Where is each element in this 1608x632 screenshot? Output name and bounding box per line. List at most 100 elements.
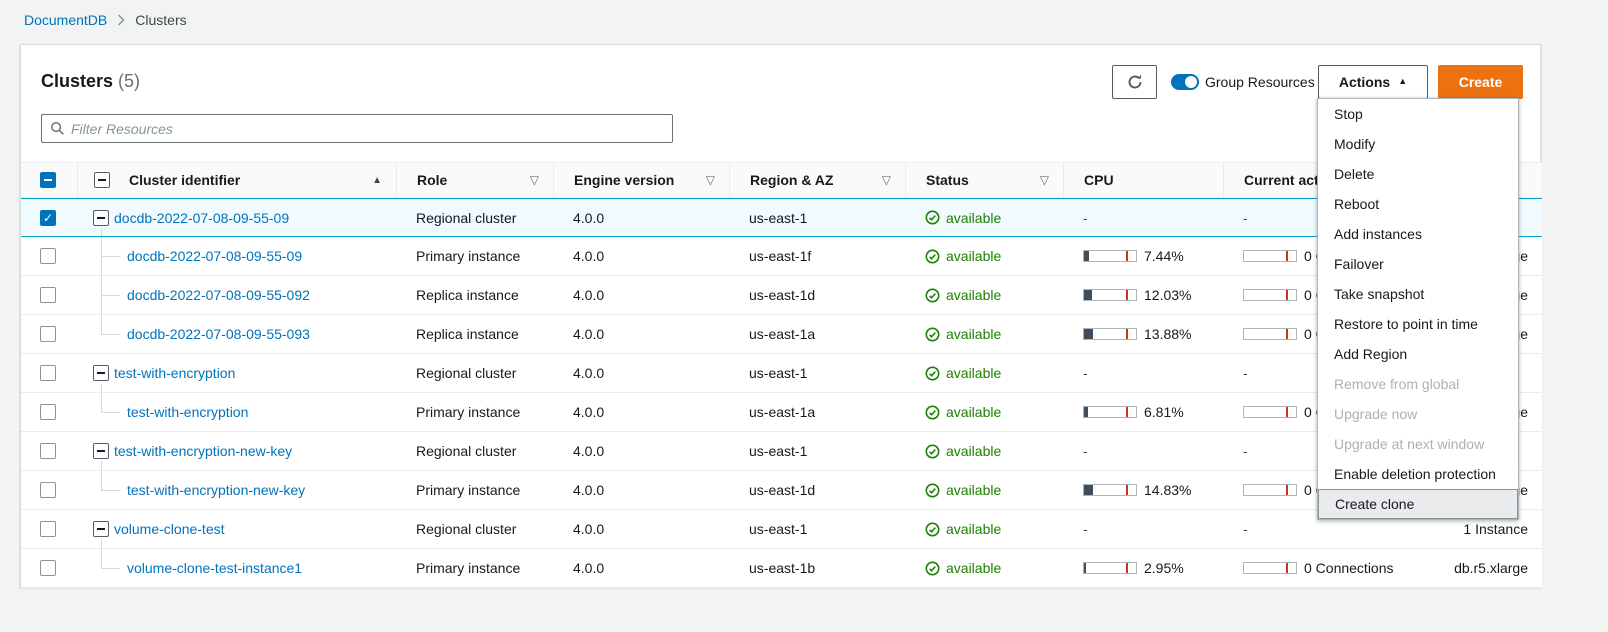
- collapse-all-icon[interactable]: [94, 172, 110, 188]
- table-row[interactable]: test-with-encryption Primary instance 4.0.…: [21, 393, 1542, 432]
- row-checkbox[interactable]: [40, 248, 56, 264]
- header-engine-version[interactable]: Engine version ▽: [553, 163, 729, 197]
- cluster-link[interactable]: test-with-encryption-new-key: [114, 443, 293, 459]
- tree-line: [101, 471, 121, 509]
- header-region-az[interactable]: Region & AZ ▽: [729, 163, 905, 197]
- filter-column-icon[interactable]: ▽: [881, 173, 891, 187]
- available-check-icon: [925, 444, 940, 459]
- row-checkbox[interactable]: [40, 365, 56, 381]
- table-row[interactable]: test-with-encryption Regional cluster 4.0.…: [21, 354, 1542, 393]
- cluster-link[interactable]: docdb-2022-07-08-09-55-09: [114, 209, 290, 226]
- menu-item-modify[interactable]: Modify: [1334, 136, 1376, 152]
- filter-column-icon[interactable]: ▽: [705, 173, 715, 187]
- status-text: available: [946, 560, 1002, 576]
- available-check-icon: [925, 210, 940, 225]
- tree-line: [101, 276, 121, 314]
- instance-link[interactable]: docdb-2022-07-08-09-55-093: [127, 326, 310, 342]
- header-role[interactable]: Role ▽: [396, 163, 553, 197]
- menu-item-failover[interactable]: Failover: [1334, 256, 1384, 272]
- row-checkbox[interactable]: [40, 521, 56, 537]
- collapse-row-icon[interactable]: [93, 521, 109, 537]
- engine-version-cell: 4.0.0: [573, 443, 605, 459]
- row-checkbox[interactable]: [40, 326, 56, 342]
- filter-column-icon[interactable]: ▽: [1039, 173, 1049, 187]
- row-select-cell: ✓: [21, 199, 77, 236]
- create-button[interactable]: Create: [1438, 65, 1523, 99]
- title-count: (5): [118, 71, 141, 91]
- instance-link[interactable]: test-with-encryption: [127, 404, 249, 420]
- row-checkbox[interactable]: [40, 404, 56, 420]
- table-row[interactable]: volume-clone-test Regional cluster 4.0.0 us…: [21, 510, 1542, 549]
- table-row[interactable]: docdb-2022-07-08-09-55-09 Primary instanc…: [21, 237, 1542, 276]
- table-row[interactable]: test-with-encryption-new-key Regional clu…: [21, 432, 1542, 471]
- row-select-cell: [21, 276, 77, 314]
- collapse-row-icon[interactable]: [93, 443, 109, 459]
- cpu-cell: 2.95%: [1063, 549, 1223, 587]
- filter-box: [41, 114, 673, 143]
- status-text: available: [946, 443, 1002, 459]
- row-checkbox[interactable]: [40, 287, 56, 303]
- table-row[interactable]: test-with-encryption-new-key Primary inst…: [21, 471, 1542, 510]
- instance-link[interactable]: docdb-2022-07-08-09-55-092: [127, 287, 310, 303]
- menu-item-remove-from-global: Remove from global: [1334, 376, 1460, 392]
- cpu-cell: -: [1083, 365, 1088, 381]
- table-row[interactable]: ✓ docdb-2022-07-08-09-55-09 Regional clust…: [21, 198, 1542, 237]
- row-checkbox[interactable]: [40, 560, 56, 576]
- threshold-tick: [1285, 407, 1288, 417]
- menu-item-restore-to-point-in-time[interactable]: Restore to point in time: [1334, 316, 1478, 332]
- table-body: ✓ docdb-2022-07-08-09-55-09 Regional clust…: [21, 198, 1542, 588]
- table-row[interactable]: docdb-2022-07-08-09-55-093 Replica instan…: [21, 315, 1542, 354]
- collapse-row-icon[interactable]: [93, 365, 109, 381]
- header-cluster-identifier[interactable]: Cluster identifier ▲: [77, 163, 396, 197]
- select-all-checkbox[interactable]: [40, 172, 56, 188]
- threshold-tick: [1125, 251, 1128, 261]
- available-check-icon: [925, 249, 940, 264]
- cluster-identifier-cell: docdb-2022-07-08-09-55-092: [77, 276, 396, 314]
- filter-column-icon[interactable]: ▽: [529, 173, 539, 187]
- sort-ascending-icon[interactable]: ▲: [372, 174, 382, 186]
- actions-button[interactable]: Actions ▲: [1318, 65, 1428, 99]
- table-row[interactable]: docdb-2022-07-08-09-55-092 Replica instan…: [21, 276, 1542, 315]
- current-activity-cell: -: [1243, 521, 1248, 537]
- menu-item-stop[interactable]: Stop: [1334, 106, 1363, 122]
- region-az-cell: us-east-1: [749, 209, 808, 226]
- instance-link[interactable]: volume-clone-test-instance1: [127, 560, 303, 576]
- available-check-icon: [925, 288, 940, 303]
- row-checkbox[interactable]: ✓: [40, 209, 56, 226]
- current-activity-cell: -: [1243, 209, 1248, 226]
- cluster-identifier-cell: docdb-2022-07-08-09-55-093: [77, 315, 396, 353]
- cluster-link[interactable]: volume-clone-test: [114, 521, 225, 537]
- table-row[interactable]: volume-clone-test-instance1 Primary insta…: [21, 549, 1542, 588]
- role-cell: Regional cluster: [416, 209, 517, 226]
- menu-item-create-clone[interactable]: Create clone: [1318, 489, 1518, 519]
- menu-item-delete[interactable]: Delete: [1334, 166, 1375, 182]
- threshold-tick: [1285, 251, 1288, 261]
- instance-link[interactable]: docdb-2022-07-08-09-55-09: [127, 248, 303, 264]
- status-text: available: [946, 326, 1002, 342]
- menu-item-add-instances[interactable]: Add instances: [1334, 226, 1422, 242]
- breadcrumb-documentdb-link[interactable]: DocumentDB: [24, 12, 108, 28]
- region-az-cell: us-east-1: [749, 365, 808, 381]
- collapse-row-icon[interactable]: [93, 209, 109, 226]
- menu-item-reboot[interactable]: Reboot: [1334, 196, 1380, 212]
- instance-link[interactable]: test-with-encryption-new-key: [127, 482, 306, 498]
- menu-item-enable-deletion-protection[interactable]: Enable deletion protection: [1334, 466, 1496, 482]
- menu-item-add-region[interactable]: Add Region: [1334, 346, 1408, 362]
- cpu-cell: -: [1083, 443, 1088, 459]
- tree-line: [101, 383, 102, 392]
- header-status[interactable]: Status ▽: [905, 163, 1063, 197]
- menu-item-take-snapshot[interactable]: Take snapshot: [1334, 286, 1425, 302]
- header-cpu[interactable]: CPU: [1063, 163, 1223, 197]
- filter-input[interactable]: [71, 120, 664, 137]
- refresh-button[interactable]: [1112, 65, 1157, 99]
- available-check-icon: [925, 405, 940, 420]
- cluster-link[interactable]: test-with-encryption: [114, 365, 236, 381]
- status-cell: available: [905, 315, 1063, 353]
- status-cell: available: [905, 510, 1063, 548]
- row-select-cell: [21, 354, 77, 392]
- row-checkbox[interactable]: [40, 482, 56, 498]
- row-checkbox[interactable]: [40, 443, 56, 459]
- group-resources-label: Group Resources: [1205, 74, 1315, 90]
- group-resources-toggle[interactable]: [1171, 74, 1199, 90]
